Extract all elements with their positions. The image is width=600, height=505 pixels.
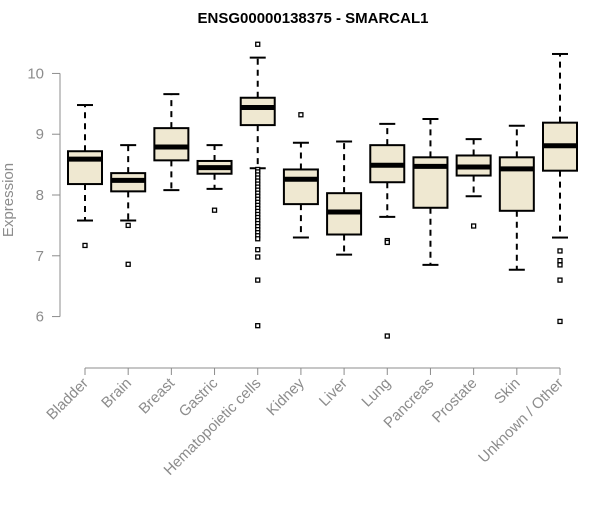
outlier-point [470,223,477,229]
box-group [110,144,147,267]
x-tick-label: Prostate [429,375,481,427]
outlier-point [298,112,304,118]
outlier-point [557,277,563,283]
box-iqr [282,168,319,206]
outlier-point [82,242,88,249]
outlier-point [255,41,261,47]
outlier-point [255,236,261,242]
box-group [196,144,233,213]
chart-title: ENSG00000138375 - SMARCAL1 [198,10,429,27]
y-tick-label: 9 [36,126,44,143]
box-iqr [239,96,276,127]
outlier-point [255,277,261,283]
x-tick-label: Liver [316,375,351,410]
x-tick-label: Kidney [263,374,308,419]
outlier-point [125,222,131,229]
boxes-layer [67,41,578,339]
outlier-point [557,318,563,325]
outlier-point [255,247,261,253]
x-tick-label: Bladder [43,375,92,424]
box-group [153,93,190,192]
box-iqr [498,156,535,212]
y-tick-label: 10 [27,65,44,82]
y-axis-label: Expression [0,163,17,237]
outlier-point [557,262,563,268]
x-tick-label: Breast [136,374,179,417]
outlier-point [384,333,390,339]
outlier-point [557,257,563,264]
outlier-point [125,261,131,267]
x-tick-label: Lung [358,375,394,411]
y-tick-label: 6 [36,309,44,326]
y-tick-label: 7 [36,248,44,265]
outlier-point [557,248,563,254]
box-group [239,41,276,329]
x-tick-label: Skin [491,375,524,408]
x-tick-label: Brain [98,375,135,412]
box-group [282,112,319,239]
box-iqr [67,150,103,186]
box-group [326,140,363,256]
outlier-point [255,254,261,260]
box-group [67,104,103,249]
box-group [455,138,492,229]
outlier-point [255,323,261,329]
box-group [498,124,535,271]
y-tick-label: 8 [36,187,44,204]
outlier-point [384,239,390,246]
box-group [542,52,578,325]
outlier-point [211,207,218,213]
box-iqr [153,127,190,162]
box-group [369,122,406,339]
box-group [412,118,449,266]
y-axis: 6 7 8 9 10 [27,65,61,326]
